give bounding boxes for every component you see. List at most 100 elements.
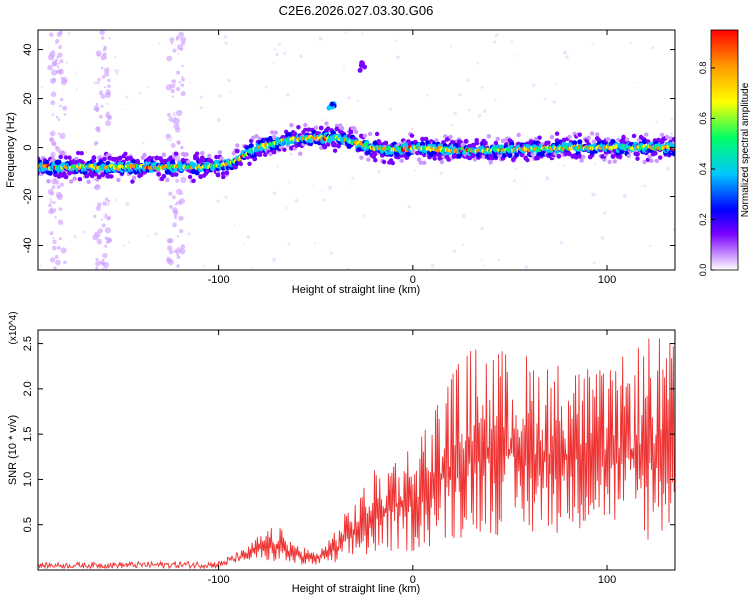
- spectrogram-speckle: [450, 45, 452, 48]
- spectrogram-speckle: [218, 94, 222, 98]
- spectrogram-speckle: [57, 105, 64, 112]
- spectrogram-cell: [631, 133, 637, 139]
- spectrogram-cell: [47, 170, 53, 176]
- spectrogram-cell: [116, 177, 121, 183]
- spectrogram-speckle: [543, 97, 547, 101]
- spectrogram-speckle: [55, 191, 62, 198]
- spectrogram-speckle: [63, 113, 67, 116]
- spectrogram-speckle: [55, 38, 60, 44]
- spectrogram-cell: [595, 132, 600, 137]
- spectrogram-speckle: [95, 261, 101, 267]
- spectrogram-cell: [219, 156, 224, 161]
- spectrogram-speckle: [294, 198, 299, 203]
- spectrogram-speckle: [50, 100, 56, 106]
- spectrogram-speckle: [494, 33, 499, 37]
- spectrogram-speckle: [622, 194, 627, 199]
- spectrogram-speckle: [176, 70, 180, 75]
- x-tick-label: 0: [410, 574, 416, 586]
- spectrogram-speckle: [52, 237, 55, 240]
- spectrogram-cell: [56, 159, 62, 165]
- spectrogram-speckle: [99, 114, 103, 119]
- spectrogram-speckle: [173, 131, 177, 135]
- spectrogram-cell: [77, 177, 83, 182]
- spectrogram-speckle: [467, 79, 470, 82]
- spectrogram-cell: [352, 126, 357, 131]
- spectrogram-speckle: [180, 116, 186, 123]
- spectrogram-cell: [86, 179, 91, 184]
- spectrogram-cell: [339, 126, 345, 131]
- spectrogram-cell: [390, 160, 395, 166]
- spectrogram-speckle: [102, 201, 107, 206]
- spectrogram-cell: [105, 173, 111, 179]
- spectrogram-cell: [138, 172, 144, 178]
- spectrogram-speckle: [175, 211, 178, 214]
- spectrogram-cell: [579, 158, 584, 163]
- spectrogram-cell: [446, 157, 452, 162]
- spectrogram-speckle: [47, 188, 54, 195]
- spectrogram-speckle: [635, 139, 638, 142]
- spectrogram-cell: [546, 140, 551, 145]
- spectrogram-cell: [142, 152, 147, 158]
- spectrogram-speckle: [51, 142, 57, 147]
- spectrogram-speckle: [276, 165, 279, 168]
- spectrogram-speckle: [51, 185, 56, 190]
- spectrogram-cell: [79, 151, 84, 156]
- spectrogram-speckle: [286, 93, 290, 97]
- spectrogram-speckle: [178, 182, 184, 187]
- spectrogram-speckle: [272, 62, 275, 64]
- spectrogram-speckle: [168, 137, 172, 142]
- spectrogram-cell: [217, 150, 222, 155]
- spectrogram-speckle: [95, 126, 100, 132]
- spectrogram-cell: [273, 130, 278, 135]
- spectrogram-speckle: [278, 43, 281, 46]
- spectrogram-plot: -100 0 100 -40 -20 0 20 40 Height of straight …: [5, 29, 676, 296]
- spectrogram-cell: [617, 154, 623, 160]
- spectrogram-speckle: [40, 86, 44, 89]
- spectrogram-speckle: [593, 193, 597, 197]
- spectrogram-speckle: [591, 42, 594, 45]
- spectrogram-speckle: [510, 40, 513, 43]
- spectrogram-speckle: [181, 64, 184, 68]
- spectrogram-speckle: [104, 227, 112, 234]
- spectrogram-speckle: [97, 77, 101, 82]
- spectrogram-speckle: [58, 237, 62, 241]
- spectrogram-speckle: [100, 104, 104, 108]
- spectrogram-speckle: [52, 205, 56, 209]
- spectrogram-speckle: [49, 130, 56, 137]
- spectrogram-speckle: [97, 53, 101, 57]
- spectrogram-speckle: [127, 241, 131, 244]
- spectrogram-speckle: [521, 183, 524, 185]
- spectrogram-speckle: [100, 218, 103, 221]
- spectrogram-speckle: [180, 244, 186, 250]
- spectrogram-speckle: [59, 59, 64, 64]
- spectrogram-speckle: [93, 48, 97, 52]
- spectrogram-speckle: [93, 186, 97, 190]
- spectrogram-speckle: [347, 96, 351, 100]
- y-tick-label: 0.5: [22, 517, 34, 532]
- spectrogram-speckle: [170, 143, 176, 148]
- colorbar-ticks: 0.0 0.2 0.4 0.6 0.8: [698, 62, 715, 276]
- spectrogram-speckle: [95, 250, 102, 257]
- spectrogram-cell: [448, 134, 453, 140]
- spectrogram-speckle: [57, 132, 60, 135]
- spectrogram-speckle: [107, 199, 111, 203]
- spectrogram-speckle: [351, 176, 355, 180]
- spectrogram-speckle: [96, 238, 103, 245]
- spectrogram-cell: [324, 121, 329, 126]
- spectrogram-cell: [334, 126, 340, 132]
- spectrogram-speckle: [57, 62, 60, 65]
- spectrogram-speckle: [180, 83, 185, 87]
- spectrogram-speckle: [93, 214, 97, 218]
- spectrogram-speckle: [75, 88, 78, 91]
- spectrogram-cell: [481, 154, 486, 159]
- spectrogram-cell: [519, 152, 525, 158]
- spectrogram-speckle: [101, 239, 104, 242]
- spectrogram-speckle: [172, 48, 177, 53]
- spectrogram-cell: [117, 155, 123, 161]
- spectrogram-speckle: [633, 81, 636, 84]
- spectrogram-speckle: [58, 45, 63, 50]
- spectrogram-speckle: [51, 50, 55, 54]
- spectrogram-marks: [38, 30, 675, 270]
- spectrogram-cell: [493, 140, 499, 146]
- spectrogram-cell: [63, 174, 69, 180]
